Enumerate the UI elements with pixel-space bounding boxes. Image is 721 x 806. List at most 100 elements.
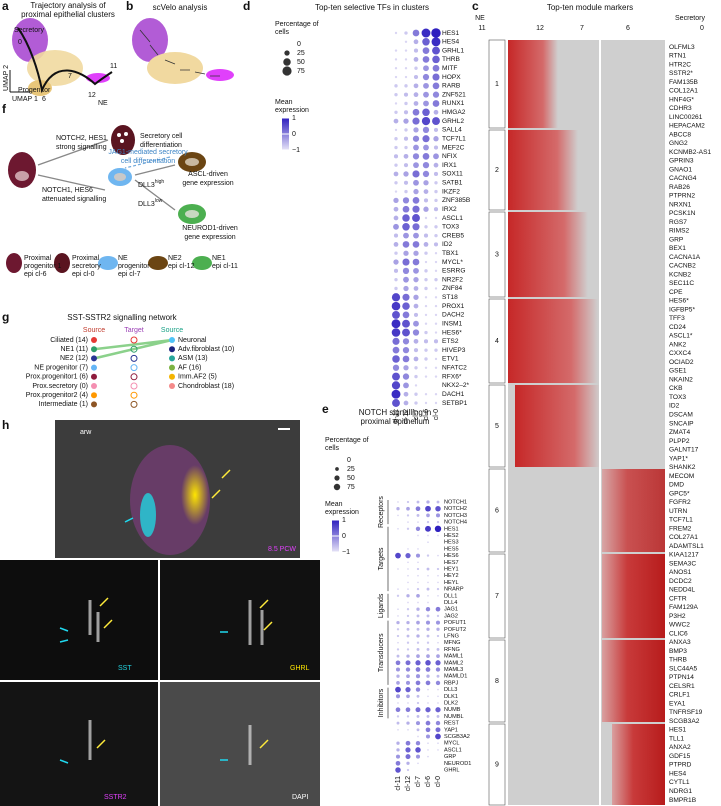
annotation: DLL3low <box>138 198 163 208</box>
heatmap-block <box>508 130 578 210</box>
stain <box>88 600 264 765</box>
dot <box>436 587 440 591</box>
dot <box>425 667 431 672</box>
dot <box>421 28 431 38</box>
dot <box>417 574 419 577</box>
column-label: cl-7 <box>415 776 422 787</box>
dot <box>413 101 419 106</box>
image-label: arw <box>80 429 92 436</box>
gene-label: NOTCH4 <box>444 520 467 526</box>
gene-label: SETBP1 <box>442 400 468 407</box>
panel-letter: e <box>322 402 329 416</box>
dot <box>394 102 398 105</box>
dot <box>435 727 441 733</box>
dot <box>427 688 429 691</box>
dot <box>423 100 429 107</box>
panel-title: Trajectory analysis of <box>30 1 106 10</box>
gene-label: NRXN1 <box>669 201 692 208</box>
panel-g: g SST-SSTR2 signalling network Source Ta… <box>2 310 183 360</box>
gene-label: YAP1 <box>444 727 458 733</box>
dot <box>413 144 419 151</box>
gene-label: HTR2C <box>669 61 691 68</box>
legend-label: 50 <box>297 59 305 66</box>
dot <box>434 331 438 334</box>
dot <box>413 277 419 283</box>
gene-label: ZNF521 <box>442 91 466 98</box>
dot <box>417 521 419 523</box>
gene-label: EYA1 <box>669 700 686 707</box>
node-label: Prox.progenitor1 (6) <box>26 374 88 381</box>
dot <box>407 601 409 604</box>
module-label: 4 <box>495 338 499 345</box>
legend-label: −1 <box>292 147 300 154</box>
dot <box>413 57 419 62</box>
dot <box>433 145 439 150</box>
dot <box>412 258 420 266</box>
dot <box>435 513 441 518</box>
dot <box>415 506 421 512</box>
gene-label: RTN1 <box>669 53 686 60</box>
column-header: Secretory <box>675 15 705 22</box>
dot <box>406 694 410 699</box>
dot <box>403 382 409 389</box>
gene-label: FREM2 <box>669 525 692 532</box>
dot <box>405 667 411 672</box>
dot <box>404 101 408 106</box>
dot <box>407 548 409 550</box>
gene-label: PROX1 <box>442 303 465 310</box>
module-box <box>488 723 506 806</box>
gene-label: CD24 <box>669 324 686 331</box>
annotation: DLL3high <box>138 179 164 189</box>
dot <box>403 92 409 97</box>
dot <box>412 223 420 231</box>
dot <box>434 304 438 308</box>
dot <box>413 303 419 309</box>
dot <box>437 594 439 597</box>
gene-label: TFF3 <box>669 315 685 322</box>
dot <box>406 648 410 651</box>
dot <box>397 514 399 517</box>
gene-label: TOX3 <box>442 224 459 231</box>
dot <box>417 601 419 604</box>
gene-label: SHANK2 <box>669 464 696 471</box>
dot <box>406 614 410 618</box>
dot <box>403 391 409 397</box>
dot <box>427 702 429 704</box>
column-label: cl-12 <box>403 409 410 424</box>
gene-label: DACH1 <box>442 391 465 398</box>
gene-label: ANK2 <box>669 341 687 348</box>
dot <box>406 594 410 598</box>
dot <box>407 568 409 570</box>
dot <box>422 108 430 117</box>
legend-label: −1 <box>342 549 350 556</box>
dot <box>434 525 442 532</box>
dot <box>426 647 430 651</box>
gene-label: RARB <box>442 83 461 90</box>
cluster-label: 0 <box>18 39 22 46</box>
gene-label: NUMBL <box>444 714 464 720</box>
image-label: SST <box>118 665 132 672</box>
dot <box>423 206 429 212</box>
gene-label: TCF7L1 <box>442 135 466 142</box>
dot <box>395 694 401 699</box>
dot <box>424 260 428 264</box>
gene-label: CPE <box>669 289 683 296</box>
dot <box>425 525 431 532</box>
dot <box>396 628 400 631</box>
dot <box>427 755 429 758</box>
dot <box>394 75 398 79</box>
gene-label: DSCAM <box>669 411 693 418</box>
gene-label: KCNB2 <box>669 271 691 278</box>
panel-letter: c <box>472 0 479 13</box>
dot <box>415 747 421 753</box>
dot <box>404 49 408 52</box>
dot <box>437 534 439 537</box>
dot <box>394 84 398 88</box>
panel-title: proximal epithelial clusters <box>21 10 115 19</box>
gene-label: NKAIN2 <box>669 376 693 383</box>
dot <box>422 135 430 143</box>
dot <box>392 346 400 354</box>
dot <box>427 695 429 698</box>
dot <box>412 117 420 125</box>
